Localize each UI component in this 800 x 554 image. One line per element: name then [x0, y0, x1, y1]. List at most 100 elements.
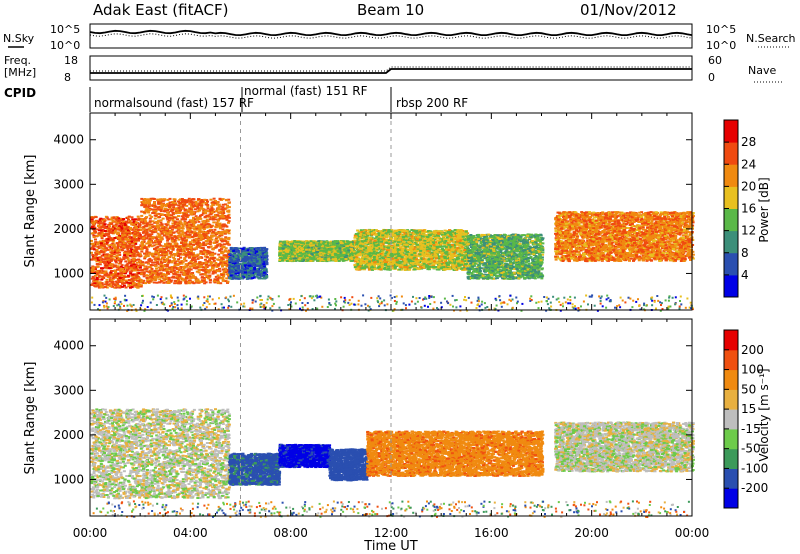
power-cell	[109, 285, 112, 287]
power-cell	[134, 233, 137, 235]
power-cell	[113, 216, 116, 218]
power-cell	[93, 236, 96, 238]
power-cell	[110, 263, 113, 265]
power-cell	[94, 239, 97, 241]
power-cell	[122, 230, 125, 232]
power-cell	[110, 255, 113, 257]
power-cell	[104, 230, 107, 232]
power-cell	[96, 263, 99, 265]
power-cell	[99, 261, 102, 263]
power-cell	[121, 282, 124, 284]
radar-figure: Adak East (fitACF) Beam 10 01/Nov/2012 N…	[0, 0, 800, 554]
power-cell	[112, 220, 115, 222]
power-cell	[90, 220, 93, 222]
power-cell	[116, 233, 119, 235]
power-cell	[119, 244, 122, 246]
beam-title: Beam 10	[357, 1, 424, 19]
power-cell	[135, 222, 138, 224]
power-cell	[134, 270, 137, 272]
power-cell	[136, 262, 139, 264]
power-cell	[127, 222, 130, 224]
power-cell	[209, 281, 212, 283]
power-cell	[124, 267, 127, 269]
power-cell	[111, 279, 114, 281]
noise-search-label: N.Search	[746, 32, 796, 45]
freq-right-tick-bottom: 0	[708, 71, 715, 84]
power-cell	[129, 282, 132, 284]
power-cell	[222, 206, 225, 208]
cpid-label: CPID	[4, 86, 36, 100]
power-cell	[127, 253, 130, 255]
power-cell	[124, 265, 127, 267]
power-cell	[154, 218, 157, 220]
power-cell	[124, 276, 127, 278]
power-cell	[115, 281, 118, 283]
power-cell	[116, 255, 119, 257]
power-cell	[126, 248, 129, 250]
power-cell	[135, 227, 138, 229]
power-cell	[126, 245, 129, 247]
power-cell	[117, 220, 120, 222]
power-cell	[133, 236, 136, 238]
power-cell	[123, 242, 126, 244]
power-cell	[105, 234, 108, 236]
power-cell	[119, 268, 122, 270]
power-cell	[96, 266, 99, 268]
power-cell	[99, 221, 102, 223]
power-cell	[92, 276, 95, 278]
power-cell	[121, 237, 124, 239]
power-cell	[127, 275, 130, 277]
power-cell	[130, 270, 133, 272]
power-cell	[110, 259, 113, 261]
power-cell	[107, 257, 110, 259]
power-cell	[97, 225, 100, 227]
power-cell	[117, 249, 120, 251]
power-cell	[91, 217, 94, 219]
freq-right-tick-top: 60	[708, 54, 722, 67]
power-cell	[107, 236, 110, 238]
power-cell	[137, 229, 140, 231]
power-cell	[115, 262, 118, 264]
power-cell	[104, 219, 107, 221]
power-cell	[99, 256, 102, 258]
power-cell	[114, 273, 117, 275]
power-cell	[119, 272, 122, 274]
date-title: 01/Nov/2012	[580, 1, 677, 19]
power-cell	[113, 265, 116, 267]
power-cell	[107, 218, 110, 220]
power-region-0	[90, 216, 143, 289]
power-cell	[108, 225, 111, 227]
power-cell	[121, 232, 124, 234]
power-cell	[138, 223, 141, 225]
power-cell	[185, 263, 188, 265]
power-cell	[110, 230, 113, 232]
power-cell	[139, 267, 142, 269]
power-cell	[104, 255, 107, 257]
power-cell	[120, 259, 123, 261]
power-cell	[101, 276, 104, 278]
power-cell	[101, 267, 104, 269]
power-cell	[130, 265, 133, 267]
noise-left-tick-top: 10^5	[50, 23, 80, 36]
noise-right-tick-top: 10^5	[706, 23, 736, 36]
power-cell	[115, 218, 118, 220]
power-cell	[119, 262, 122, 264]
power-cell	[110, 244, 113, 246]
power-cell	[117, 285, 120, 287]
power-scatter	[90, 113, 695, 312]
power-cell	[134, 246, 137, 248]
power-cell	[103, 272, 106, 274]
power-cell	[138, 284, 141, 286]
power-cell	[99, 232, 102, 234]
power-cell	[101, 237, 104, 239]
power-cell	[106, 279, 109, 281]
power-cell	[118, 279, 121, 281]
power-cell	[137, 272, 140, 274]
power-cell	[114, 246, 117, 248]
power-cell	[134, 286, 137, 288]
freq-left-tick-top: 18	[64, 54, 78, 67]
power-cell	[114, 284, 117, 286]
cpid-mode-2: normal (fast) 151 RF	[244, 84, 368, 98]
power-cell	[118, 252, 121, 254]
power-cell	[92, 268, 95, 270]
